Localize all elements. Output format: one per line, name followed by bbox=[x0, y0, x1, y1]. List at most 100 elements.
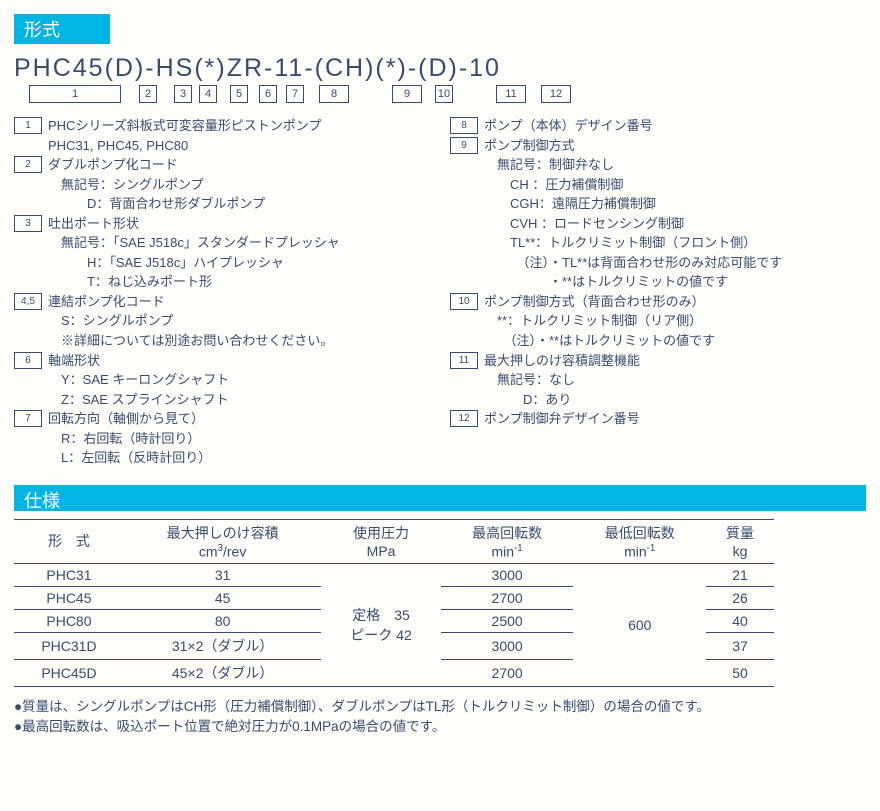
cell-model: PHC31D bbox=[14, 632, 124, 659]
cell-mass: 37 bbox=[706, 632, 774, 659]
cell-displacement: 45 bbox=[124, 586, 321, 609]
table-header: 形 式 bbox=[14, 519, 124, 563]
cell-maxrpm: 2700 bbox=[441, 586, 574, 609]
segment-box: 6 bbox=[259, 85, 277, 103]
cell-mass: 40 bbox=[706, 609, 774, 632]
definition-index: 8 bbox=[450, 117, 478, 134]
definition-text: ポンプ制御方式（背面合わせ形のみ） bbox=[484, 293, 705, 311]
definition-text: **：トルクリミット制御（リア側） bbox=[484, 312, 702, 330]
definition-row: 3吐出ポート形状 bbox=[14, 215, 430, 233]
cell-displacement: 31 bbox=[124, 563, 321, 586]
section-spec: 仕様 形 式最大押しのけ容積cm3/rev使用圧力MPa最高回転数min-1最低… bbox=[14, 485, 866, 737]
definition-row: 1 PHCシリーズ斜板式可変容量形ピストンポンプ bbox=[14, 117, 430, 135]
definition-text: 無記号：なし bbox=[484, 371, 575, 389]
definition-index: 6 bbox=[14, 352, 42, 369]
cell-maxrpm: 3000 bbox=[441, 563, 574, 586]
definition-text: D：あり bbox=[484, 391, 571, 409]
definition-text: （注）・TL**は背面合わせ形のみ対応可能です bbox=[484, 254, 782, 272]
definition-row: 無記号：制御弁なし bbox=[450, 156, 866, 174]
definition-text: ポンプ制御方式 bbox=[484, 137, 575, 155]
table-row: PHC3131定格 35ピーク 42300060021 bbox=[14, 563, 774, 586]
cell-mass: 50 bbox=[706, 659, 774, 686]
definition-row: 10ポンプ制御方式（背面合わせ形のみ） bbox=[450, 293, 866, 311]
definition-text: H：「SAE J518c」ハイプレッシャ bbox=[48, 254, 284, 272]
section-title-spec: 仕様 bbox=[14, 485, 866, 511]
definition-text: ・**はトルクリミットの値です bbox=[484, 273, 728, 291]
definition-text: TL**：トルクリミット制御（フロント側） bbox=[484, 234, 756, 252]
section-model: 形式 PHC45(D)-HS(*)ZR-11-(CH)(*)-(D)-10 12… bbox=[14, 14, 866, 469]
definition-text: 回転方向（軸側から見て） bbox=[48, 410, 204, 428]
definition-index: 3 bbox=[14, 215, 42, 232]
segment-box: 11 bbox=[496, 85, 526, 103]
cell-model: PHC45D bbox=[14, 659, 124, 686]
definition-row: T：ねじ込みポート形 bbox=[14, 273, 430, 291]
spec-notes: ●質量は、シングルポンプはCH形（圧力補償制御）、ダブルポンプはTL形（トルクリ… bbox=[14, 697, 866, 738]
cell-displacement: 45×2（ダブル） bbox=[124, 659, 321, 686]
table-header: 質量kg bbox=[706, 519, 774, 563]
cell-mass: 26 bbox=[706, 586, 774, 609]
definition-text: Z：SAE スプラインシャフト bbox=[48, 391, 229, 409]
definition-row: 7 回転方向（軸側から見て） bbox=[14, 410, 430, 428]
cell-minrpm: 600 bbox=[573, 563, 706, 686]
definition-row: D：背面合わせ形ダブルポンプ bbox=[14, 195, 430, 213]
cell-mass: 21 bbox=[706, 563, 774, 586]
definition-text: 連結ポンプ化コード bbox=[48, 293, 165, 311]
definition-row: H：「SAE J518c」ハイプレッシャ bbox=[14, 254, 430, 272]
definition-row: 2 ダブルポンプ化コード bbox=[14, 156, 430, 174]
definition-text: PHCシリーズ斜板式可変容量形ピストンポンプ bbox=[48, 117, 321, 135]
cell-maxrpm: 2500 bbox=[441, 609, 574, 632]
definition-row: （注）・TL**は背面合わせ形のみ対応可能です bbox=[450, 254, 866, 272]
definition-row: CH ：圧力補償制御 bbox=[450, 176, 866, 194]
definition-text: R：右回転（時計回り） bbox=[48, 430, 200, 448]
definition-row: 無記号：「SAE J518c」スタンダードプレッシャ bbox=[14, 234, 430, 252]
definition-text: ダブルポンプ化コード bbox=[48, 156, 178, 174]
definition-text: CGH：遠隔圧力補償制御 bbox=[484, 195, 656, 213]
definition-text: ポンプ制御弁デザイン番号 bbox=[484, 410, 640, 428]
section-title-model: 形式 bbox=[14, 14, 110, 44]
cell-model: PHC80 bbox=[14, 609, 124, 632]
segment-box: 7 bbox=[286, 85, 304, 103]
definition-index: 2 bbox=[14, 156, 42, 173]
note-line: ●最高回転数は、吸込ポート位置で絶対圧力が0.1MPaの場合の値です。 bbox=[14, 717, 866, 737]
definition-row: ※詳細については別途お問い合わせください。 bbox=[14, 332, 430, 350]
definition-row: L：左回転（反時計回り） bbox=[14, 449, 430, 467]
segment-box: 2 bbox=[139, 85, 157, 103]
segment-box: 12 bbox=[541, 85, 571, 103]
definition-text: CH ：圧力補償制御 bbox=[484, 176, 623, 194]
segment-box: 3 bbox=[174, 85, 192, 103]
definition-index: 1 bbox=[14, 117, 42, 134]
definition-text: 軸端形状 bbox=[48, 352, 100, 370]
definition-text: L：左回転（反時計回り） bbox=[48, 449, 211, 467]
table-header: 最低回転数min-1 bbox=[573, 519, 706, 563]
definition-row: 6 軸端形状 bbox=[14, 352, 430, 370]
definitions-right: 8 ポンプ（本体）デザイン番号 9ポンプ制御方式 無記号：制御弁なし CH ：圧力補… bbox=[450, 117, 866, 469]
definition-row: 9ポンプ制御方式 bbox=[450, 137, 866, 155]
cell-displacement: 80 bbox=[124, 609, 321, 632]
definition-text: D：背面合わせ形ダブルポンプ bbox=[48, 195, 265, 213]
definition-text: ※詳細については別途お問い合わせください。 bbox=[48, 332, 333, 350]
definition-row: 無記号：シングルポンプ bbox=[14, 176, 430, 194]
spec-table: 形 式最大押しのけ容積cm3/rev使用圧力MPa最高回転数min-1最低回転数… bbox=[14, 519, 774, 687]
definition-text: ポンプ（本体）デザイン番号 bbox=[484, 117, 653, 135]
table-header: 最高回転数min-1 bbox=[441, 519, 574, 563]
cell-displacement: 31×2（ダブル） bbox=[124, 632, 321, 659]
definition-row: TL**：トルクリミット制御（フロント側） bbox=[450, 234, 866, 252]
definition-index: 11 bbox=[450, 352, 478, 369]
segment-box: 8 bbox=[319, 85, 349, 103]
definition-row: Y：SAE キーロングシャフト bbox=[14, 371, 430, 389]
definition-row: 無記号：なし bbox=[450, 371, 866, 389]
definition-index: 7 bbox=[14, 410, 42, 427]
definition-row: D：あり bbox=[450, 391, 866, 409]
cell-model: PHC31 bbox=[14, 563, 124, 586]
definition-row: PHC31, PHC45, PHC80 bbox=[14, 137, 430, 155]
table-header: 使用圧力MPa bbox=[321, 519, 440, 563]
cell-maxrpm: 3000 bbox=[441, 632, 574, 659]
definition-text: T：ねじ込みポート形 bbox=[48, 273, 212, 291]
cell-maxrpm: 2700 bbox=[441, 659, 574, 686]
definition-row: 12 ポンプ制御弁デザイン番号 bbox=[450, 410, 866, 428]
definition-row: **：トルクリミット制御（リア側） bbox=[450, 312, 866, 330]
definition-index: 12 bbox=[450, 410, 478, 427]
definition-index: 4,5 bbox=[14, 293, 42, 310]
definition-text: 無記号：制御弁なし bbox=[484, 156, 614, 174]
model-code: PHC45(D)-HS(*)ZR-11-(CH)(*)-(D)-10 bbox=[14, 54, 866, 83]
